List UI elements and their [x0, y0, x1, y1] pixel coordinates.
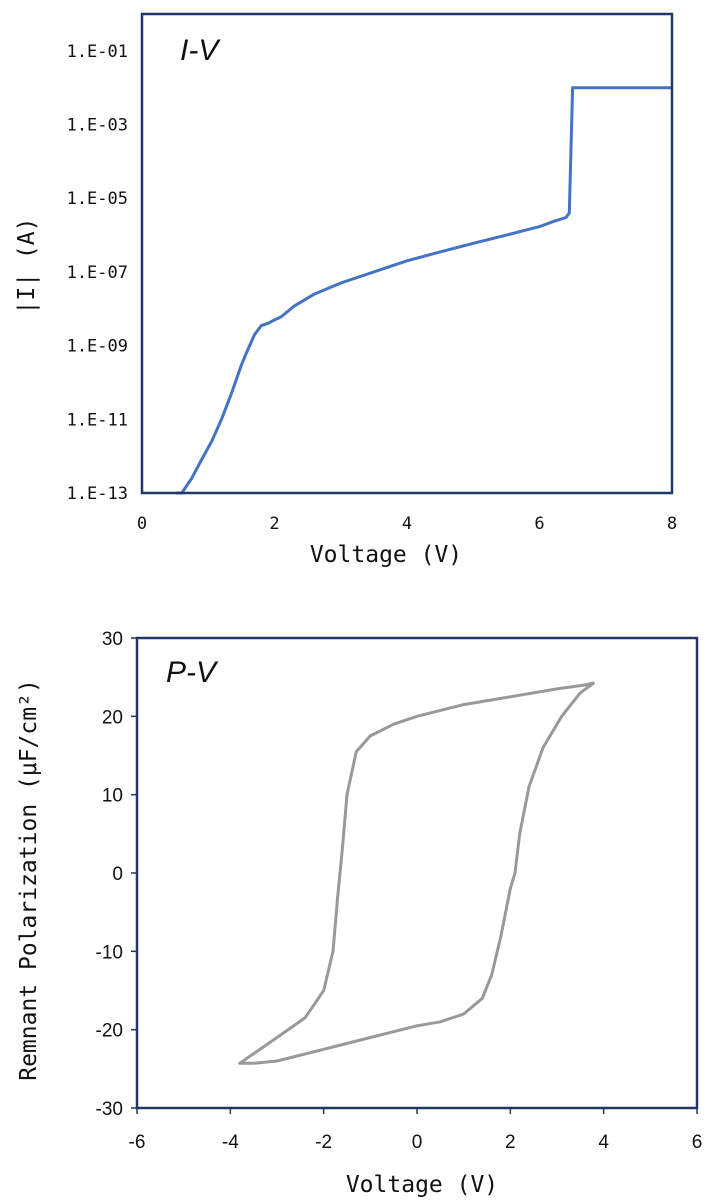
pv-panel-label: P-V [166, 656, 219, 689]
iv-series-line [176, 86, 672, 495]
pv-x-tick-label: -2 [315, 1132, 332, 1153]
pv-y-tick-label: -10 [96, 942, 123, 963]
pv-y-tick-label: -30 [96, 1099, 123, 1120]
iv-y-tick-label: 1.E-07 [67, 263, 128, 283]
iv-y-tick-label: 1.E-01 [67, 42, 128, 62]
iv-panel-label: I-V [180, 34, 221, 67]
iv-plot-frame [140, 12, 674, 495]
iv-x-tick-label: 4 [402, 514, 412, 534]
iv-x-tick-label: 6 [534, 514, 544, 534]
iv-y-tick-label: 1.E-09 [67, 337, 128, 357]
iv-y-tick-label: 1.E-05 [67, 189, 128, 209]
pv-x-tick-label: -4 [222, 1132, 239, 1153]
iv-y-tick-label: 1.E-13 [67, 484, 128, 504]
pv-y-tick-label: 30 [102, 629, 123, 650]
pv-x-tick-label: -6 [129, 1132, 146, 1153]
iv-x-axis-label: Voltage (V) [310, 542, 462, 568]
pv-x-tick-label: 4 [598, 1132, 609, 1153]
iv-y-tick-label: 1.E-11 [67, 410, 128, 430]
pv-x-tick-label: 6 [692, 1132, 703, 1153]
pv-y-tick-label: -20 [96, 1021, 123, 1042]
pv-y-tick-label: 10 [102, 786, 123, 807]
pv-y-tick-label: 20 [102, 707, 123, 728]
iv-x-tick-label: 8 [667, 514, 677, 534]
iv-y-tick-label: 1.E-03 [67, 116, 128, 136]
pv-series-line [238, 681, 596, 1065]
iv-x-tick-label: 2 [269, 514, 279, 534]
iv-x-tick-label: 0 [137, 514, 147, 534]
pv-x-tick-label: 2 [505, 1132, 516, 1153]
pv-plot-frame [135, 636, 699, 1110]
iv-chart: I-V 1.E-01 1.E-03 1.E-05 1.E-07 1.E-09 1.E-11… [14, 12, 677, 568]
pv-x-tick-label: 0 [412, 1132, 423, 1153]
pv-x-axis-label: Voltage (V) [346, 1172, 498, 1198]
pv-y-tick-label: 0 [112, 864, 123, 885]
pv-y-axis-label: Remnant Polarization (μF/cm²) [16, 679, 42, 1081]
iv-y-axis-label: |I| (A) [14, 218, 40, 315]
